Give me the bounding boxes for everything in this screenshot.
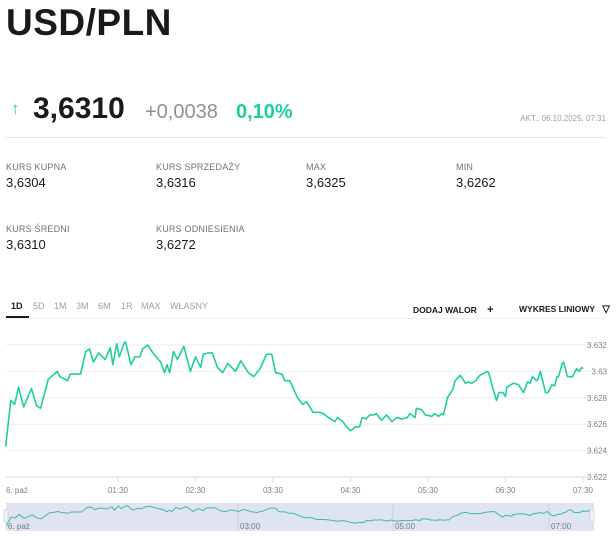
tab-1m[interactable]: 1M [54,301,67,311]
stat-label: KURS KUPNA [6,162,67,172]
page-title: USD/PLN [6,2,172,43]
stat-label: MAX [306,162,327,172]
x-tick-label: 05:30 [418,486,439,495]
tab-6m[interactable]: 6M [98,301,111,311]
x-tick-label: 03:30 [263,486,284,495]
chart-type-dropdown[interactable]: WYKRES LINIOWY ▽ [519,304,610,315]
navigator-label: 03:00 [240,522,261,531]
y-tick-label: 3.622 [587,473,608,482]
stat-value: 3,6262 [456,175,496,190]
y-tick-label: 3.628 [587,394,608,403]
x-tick-label: 04:30 [340,486,361,495]
tab-custom[interactable]: WŁASNY [170,301,209,311]
stat-value: 3,6316 [156,175,196,190]
navigator-label: 07:00 [551,522,572,531]
stat-label: KURS SPRZEDAŻY [156,162,241,172]
active-tab-indicator [6,316,29,318]
navigator-label: 6. paź [8,522,30,531]
stat-label: KURS ODNIESIENIA [156,224,245,234]
tab-3m[interactable]: 3M [76,301,89,311]
stat-label: KURS ŚREDNI [6,224,70,234]
navigator-handle-right[interactable] [589,509,595,523]
y-tick-label: 3.632 [587,341,608,350]
price-change-percent: 0,10% [236,101,293,123]
x-tick-label: 02:30 [185,486,206,495]
last-update: AKT.: 06.10.2025, 07:31 [520,114,606,123]
add-instrument-label: DODAJ WALOR [413,305,477,315]
arrow-up-icon: ↑ [11,99,20,118]
chart-type-label: WYKRES LINIOWY [519,304,595,314]
stat-value: 3,6325 [306,175,346,190]
plus-icon: + [487,304,494,316]
x-tick-label: 6. paź [6,486,28,495]
x-tick-label: 01:30 [108,486,129,495]
price-change: +0,0038 [145,101,218,123]
price-line [4,341,584,447]
stat-value: 3,6310 [6,237,46,252]
divider [6,318,606,319]
stat-value: 3,6304 [6,175,46,190]
y-tick-label: 3.63 [591,367,607,376]
y-tick-label: 3.626 [587,420,608,429]
navigator-label: 05:00 [395,522,416,531]
x-tick-label: 07:30 [573,486,594,495]
stat-value: 3,6272 [156,237,196,252]
triangle-down-icon: ▽ [602,304,610,315]
divider [6,137,606,138]
navigator-line [5,505,591,527]
add-instrument-button[interactable]: DODAJ WALOR + [413,304,494,316]
tab-1d[interactable]: 1D [11,301,23,311]
stat-label: MIN [456,162,474,172]
tab-5d[interactable]: 5D [33,301,45,311]
tab-max[interactable]: MAX [141,301,161,311]
navigator-handle-left[interactable] [3,509,9,523]
y-tick-label: 3.624 [587,447,608,456]
current-price: 3,6310 [33,92,125,125]
x-tick-label: 06:30 [495,486,516,495]
tab-1r[interactable]: 1R [121,301,133,311]
navigator-window [6,503,594,531]
